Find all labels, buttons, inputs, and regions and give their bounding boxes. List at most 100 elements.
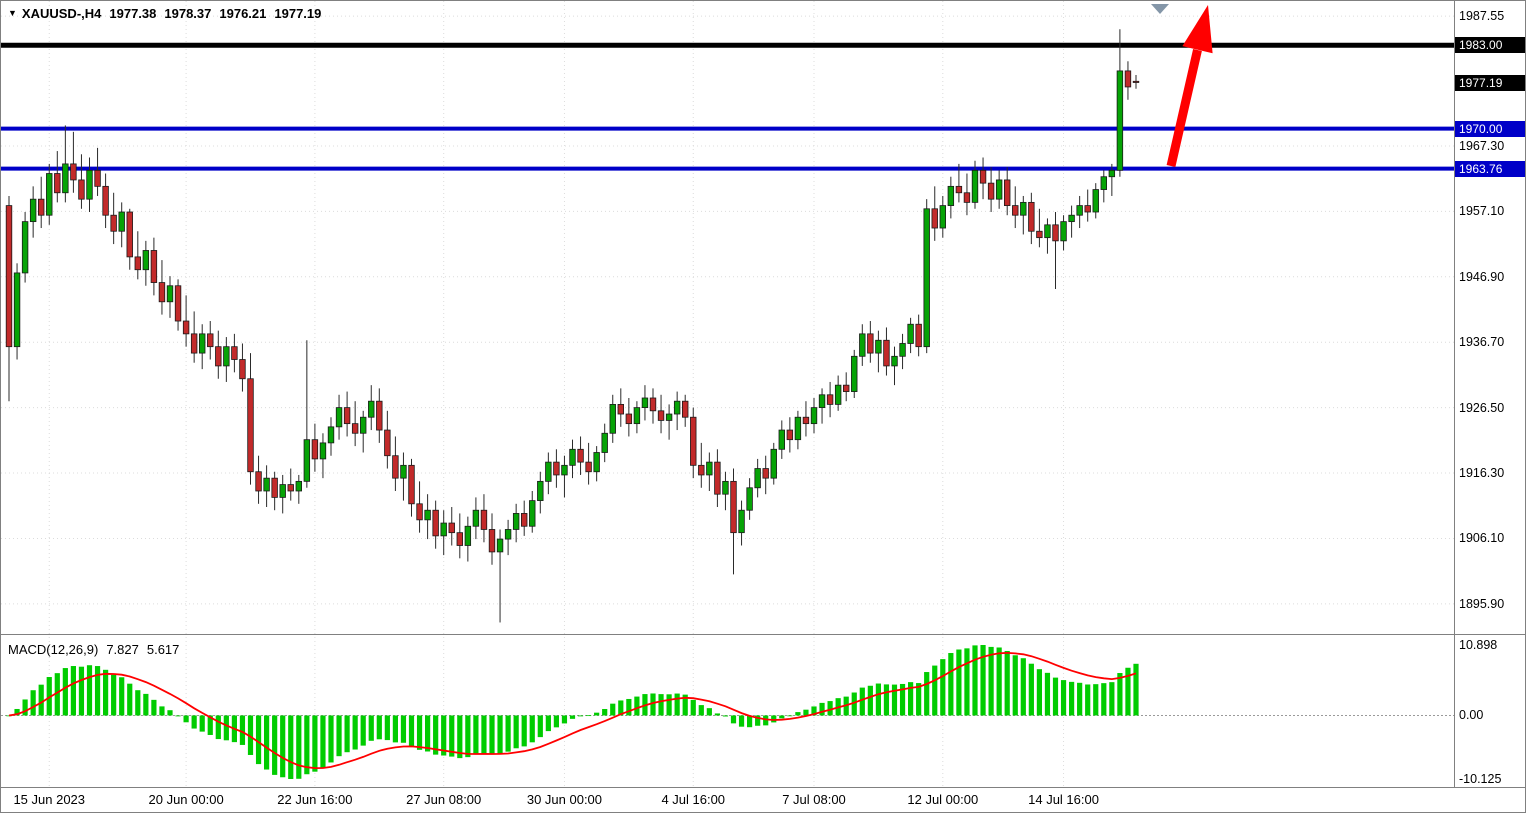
candle-body <box>762 468 769 479</box>
macd-bar <box>304 715 310 775</box>
candle-body <box>512 513 520 530</box>
pane-splitter[interactable] <box>1 634 1525 635</box>
candle-body <box>231 346 238 360</box>
macd-bar <box>119 677 125 716</box>
candle-body <box>279 484 286 498</box>
candle-body <box>706 461 713 476</box>
macd-bar <box>255 715 262 765</box>
macd-bar <box>384 715 390 741</box>
candle-body <box>271 477 278 498</box>
candle-body <box>239 359 246 380</box>
macd-bar <box>465 715 471 758</box>
candle-body <box>134 256 141 271</box>
candle-body <box>1012 205 1019 216</box>
expand-triangle-icon[interactable]: ▼ <box>8 8 17 18</box>
candle-body <box>126 211 133 258</box>
candle-body <box>529 500 536 527</box>
candle-body <box>521 513 528 527</box>
macd-name: MACD(12,26,9) <box>8 642 99 657</box>
macd-bar <box>1044 672 1051 716</box>
candle-body <box>754 468 761 489</box>
candle-body <box>963 192 971 203</box>
macd-bar <box>481 715 487 754</box>
macd-bar <box>586 715 592 717</box>
candle-body <box>923 208 930 348</box>
macd-bar <box>1077 682 1083 716</box>
candle-body <box>384 429 391 457</box>
candle-body <box>496 538 504 553</box>
macd-axis[interactable]: 10.898 0.00 -10.125 <box>1455 637 1525 787</box>
candle-body <box>778 429 785 450</box>
candle-body <box>883 339 890 367</box>
macd-bar <box>883 684 890 716</box>
candle-body <box>247 378 254 473</box>
candle-body <box>448 522 455 534</box>
candle-body <box>593 452 600 473</box>
macd-bar <box>320 715 326 768</box>
macd-bar <box>30 690 36 716</box>
candle-body <box>1124 70 1132 88</box>
horizontal-level-lines[interactable] <box>1 42 1454 171</box>
macd-bar <box>932 665 938 716</box>
macd-bar <box>22 699 28 716</box>
candle-body <box>166 285 174 303</box>
candle-body <box>947 185 955 206</box>
macd-bar <box>38 684 44 716</box>
candlestick-series[interactable] <box>5 29 1140 623</box>
macd-bar <box>247 715 254 755</box>
macd-bar <box>328 715 334 763</box>
candle-body <box>182 320 190 335</box>
macd-bar <box>473 715 479 755</box>
macd-bar <box>1036 669 1042 716</box>
candle-body <box>609 404 616 434</box>
candle-body <box>1020 201 1027 216</box>
macd-bar <box>545 715 551 732</box>
macd-bar <box>771 715 777 723</box>
candle-body <box>368 400 375 418</box>
macd-bar <box>908 682 914 716</box>
macd-bar <box>867 685 873 716</box>
price-axis[interactable]: 1987.55 1967.30 1957.10 1946.90 1936.70 1926.… <box>1455 1 1525 634</box>
macd-bar <box>336 715 342 757</box>
macd-bar <box>811 706 817 716</box>
candle-body <box>577 448 584 463</box>
macd-bar <box>1133 663 1139 716</box>
trend-arrow-annotation[interactable] <box>1166 5 1213 168</box>
candle-body <box>456 532 463 546</box>
candle-body <box>585 461 592 473</box>
price-tick-label: 1926.50 <box>1459 400 1505 415</box>
macd-bar <box>344 715 350 753</box>
candle-body <box>899 343 906 357</box>
candle-body <box>979 169 987 184</box>
candle-body <box>255 471 262 492</box>
chart-shift-marker-icon[interactable] <box>1151 4 1169 14</box>
candle-body <box>440 522 447 537</box>
macd-chart-canvas[interactable] <box>1 637 1454 787</box>
macd-bar <box>1004 650 1010 716</box>
time-axis[interactable]: 15 Jun 2023 20 Jun 00:00 22 Jun 16:00 27 Ju… <box>1 788 1525 812</box>
macd-bar <box>223 715 229 741</box>
price-chart-canvas[interactable] <box>1 1 1454 634</box>
macd-bar <box>1109 682 1115 716</box>
macd-bar <box>916 683 922 716</box>
macd-signal-value: 5.617 <box>146 642 180 657</box>
macd-bar <box>408 715 415 747</box>
time-axis-separator <box>1 787 1525 788</box>
macd-tick-label: 10.898 <box>1459 638 1498 652</box>
close-value: 1977.19 <box>274 6 322 21</box>
price-badge-1977.19: 1977.19 <box>1455 74 1525 91</box>
candle-body <box>215 346 222 367</box>
macd-bar <box>634 696 640 716</box>
price-tick-label: 1936.70 <box>1459 335 1505 350</box>
macd-bar <box>521 715 527 747</box>
macd-bar <box>183 715 189 723</box>
macd-bar <box>167 710 173 716</box>
candle-body <box>802 416 810 425</box>
candle-body <box>295 480 302 492</box>
macd-bar <box>272 715 278 775</box>
low-value: 1976.21 <box>219 6 267 21</box>
macd-bar <box>1117 673 1123 716</box>
candle-body <box>142 250 150 271</box>
candle-body <box>480 509 488 530</box>
candle-body <box>971 169 979 203</box>
